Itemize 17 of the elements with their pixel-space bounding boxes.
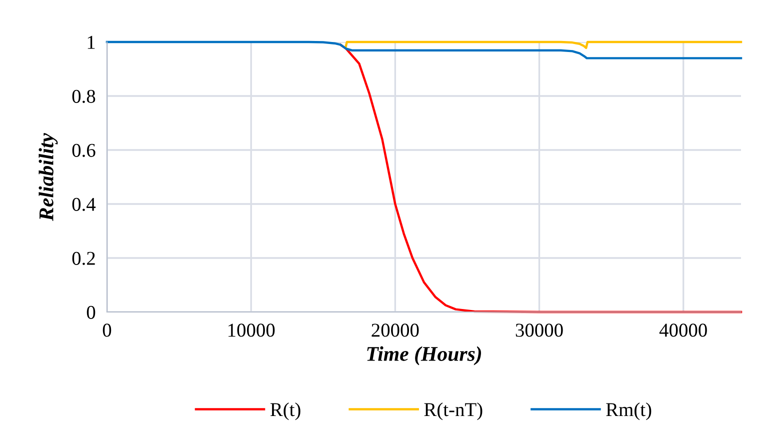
x-axis-title: Time (Hours)	[367, 346, 482, 366]
legend-label: Rm(t)	[606, 402, 652, 420]
y-tick-label: 0.4	[72, 198, 96, 212]
y-tick-label: 0.2	[72, 252, 95, 266]
line-series	[339, 44, 742, 314]
x-tick-label: 0	[102, 324, 112, 337]
y-tick-label: 1	[88, 36, 95, 49]
x-tick-label: 40000	[659, 324, 707, 337]
legend-label: R(t-nT)	[424, 402, 482, 420]
y-tick-label: 0.8	[72, 90, 96, 104]
x-tick-label: 10000	[228, 324, 275, 337]
y-tick-label: 0.6	[72, 144, 96, 158]
x-tick-label: 30000	[516, 324, 563, 337]
y-tick-label: 0	[86, 306, 96, 319]
y-axis-title: Reliability	[38, 132, 58, 222]
x-tick-label: 20000	[372, 324, 419, 337]
legend-label: R(t)	[270, 402, 300, 420]
